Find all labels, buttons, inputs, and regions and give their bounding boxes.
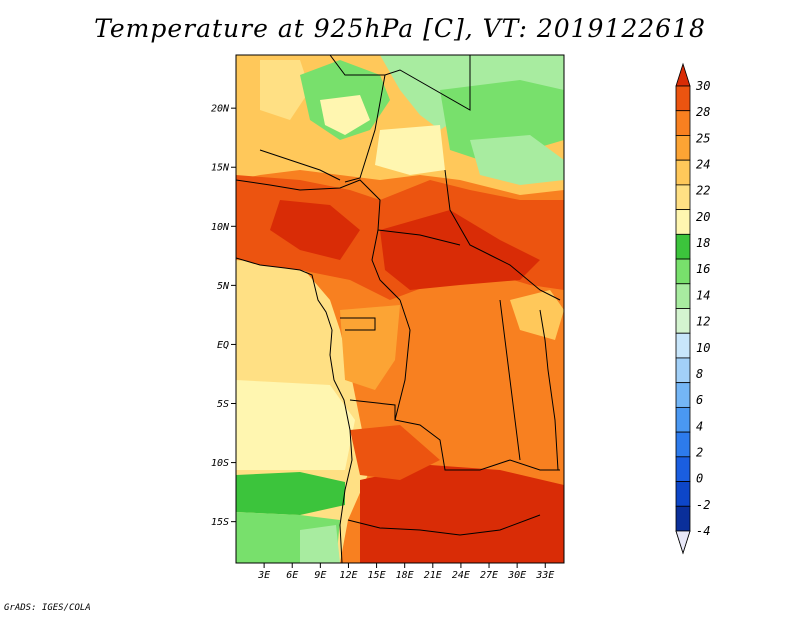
colorbar-min-arrow <box>675 530 691 555</box>
colorbar-box <box>675 505 691 532</box>
colorbar-label: 4 <box>696 419 703 433</box>
colorbar-label: 6 <box>696 393 703 407</box>
colorbar-label: 14 <box>696 288 710 302</box>
colorbar-label: 16 <box>696 262 710 276</box>
colorbar-box <box>675 431 691 458</box>
lat-label: 5N <box>217 281 230 292</box>
lat-label: EQ <box>217 340 229 351</box>
colorbar-box <box>675 184 691 211</box>
lon-label: 33E <box>535 570 554 581</box>
colorbar-top-arrow <box>675 62 691 87</box>
colorbar-label: 28 <box>696 105 710 119</box>
colorbar-label: -4 <box>696 524 710 538</box>
colorbar-label: 12 <box>696 315 710 329</box>
colorbar-box <box>675 406 691 433</box>
lon-label: 30E <box>507 570 526 581</box>
colorbar-label: 0 <box>696 472 703 486</box>
colorbar-box <box>675 85 691 112</box>
colorbar-label: 22 <box>696 184 710 198</box>
colorbar-box <box>675 159 691 186</box>
lon-label: 3E <box>257 570 270 581</box>
colorbar-label: 25 <box>696 131 710 145</box>
colorbar-box <box>675 357 691 384</box>
lon-label: 24E <box>452 570 470 581</box>
colorbar-box <box>675 481 691 507</box>
colorbar-box <box>675 135 691 161</box>
colorbar-box <box>675 258 691 285</box>
colorbar-box <box>675 110 691 136</box>
colorbar-label: 8 <box>696 367 703 381</box>
map-frame <box>235 54 565 564</box>
borders <box>236 55 561 563</box>
map-title: Temperature at 925hPa [C], VT: 201912261… <box>94 14 706 43</box>
colorbar-label: -2 <box>696 498 710 512</box>
lat-label: 15S <box>211 517 229 528</box>
temperature-field <box>236 55 564 563</box>
colorbar-label: 10 <box>696 341 710 355</box>
longitude-axis: 3E 6E 9E 12E 15E 18E 21E 24E 27E 30E 33E <box>257 563 554 581</box>
colorbar-label: 2 <box>696 445 703 459</box>
latitude-axis: 20N 15N 10N 5N EQ 5S 10S 15S <box>211 104 236 528</box>
colorbar-box <box>675 308 691 334</box>
lon-label: 27E <box>480 570 498 581</box>
colorbar-label: 18 <box>696 236 710 250</box>
colorbar-box <box>675 283 691 309</box>
colorbar-box <box>675 456 691 482</box>
lat-label: 15N <box>211 163 230 174</box>
colorbar-box <box>675 209 691 235</box>
lon-label: 6E <box>286 570 298 581</box>
colorbar-box <box>675 332 691 359</box>
lon-label: 18E <box>396 570 414 581</box>
lat-label: 5S <box>217 399 229 410</box>
lon-label: 21E <box>424 570 442 581</box>
lat-label: 20N <box>211 104 230 115</box>
lon-label: 9E <box>314 570 326 581</box>
lon-label: 12E <box>339 570 357 581</box>
colorbar-box <box>675 233 691 260</box>
lat-label: 10N <box>211 222 230 233</box>
colorbar-box <box>675 382 691 408</box>
colorbar-label: 30 <box>695 79 710 93</box>
colorbar-label: 20 <box>696 210 710 224</box>
lon-label: 15E <box>368 570 386 581</box>
credit-label: GrADS: IGES/COLA <box>4 603 91 613</box>
lat-label: 10S <box>211 458 229 469</box>
colorbar-label: 24 <box>696 158 710 172</box>
